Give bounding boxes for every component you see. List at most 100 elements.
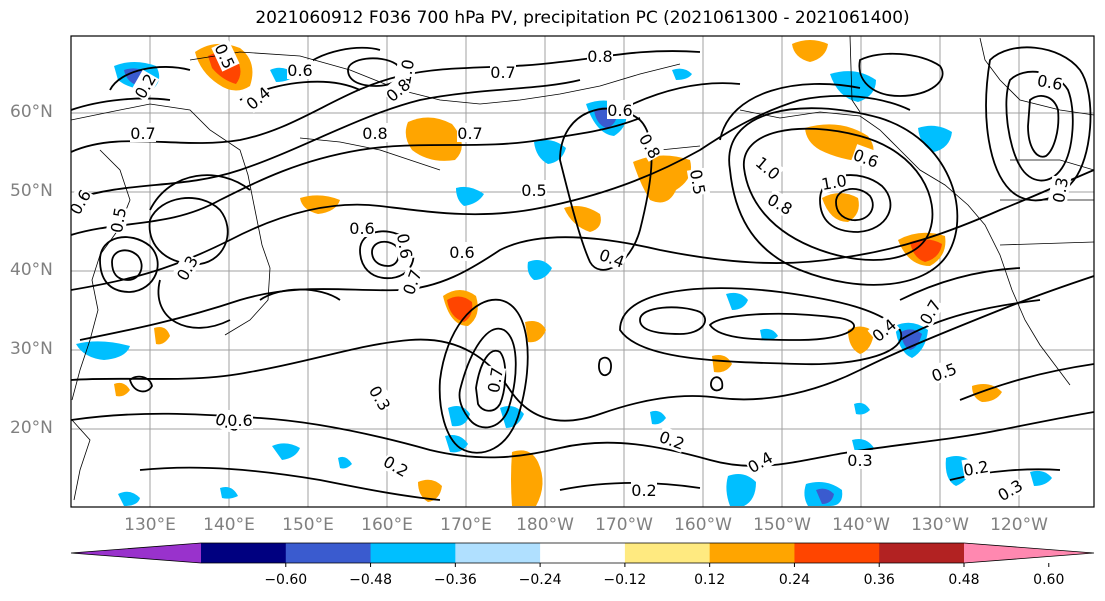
longitude-label: 170°E <box>440 515 492 535</box>
colorbar-tick-label: 0.36 <box>863 572 895 588</box>
longitude-label: 120°W <box>990 515 1048 535</box>
contour-label-background <box>349 218 375 237</box>
contour-label-background <box>449 242 475 261</box>
colorbar-segment <box>709 543 795 563</box>
contour-label-background <box>105 205 130 235</box>
contour-label-background <box>64 185 95 218</box>
latitude-label: 40°N <box>10 260 53 280</box>
colorbar-tick-label: 0.12 <box>694 572 726 588</box>
contour-label: 0.8 <box>362 124 387 143</box>
pv-contours <box>71 46 1094 501</box>
contour-label-background <box>365 381 396 414</box>
contour-label-background <box>631 480 657 499</box>
longitude-label: 130°W <box>911 515 969 535</box>
contour-label: 0.6 <box>1036 71 1064 94</box>
coastlines <box>71 36 1094 501</box>
longitude-label: 160°E <box>361 515 413 535</box>
colorbar-extend-low <box>71 543 201 563</box>
contour-label: 0.8 <box>587 47 612 66</box>
contour-label-background <box>635 129 666 162</box>
colorbar-segment <box>794 543 880 563</box>
contour-label-background <box>482 365 507 395</box>
contour-label-background <box>596 244 628 271</box>
contour-label-background <box>847 450 873 469</box>
contour-label-background <box>227 410 253 429</box>
contour-label-background <box>362 123 388 142</box>
contour-label-background <box>867 313 900 346</box>
contour-label: 0.6 <box>607 101 632 120</box>
longitude-label: 130°E <box>124 515 176 535</box>
contour-label-background <box>656 426 688 453</box>
colorbar-tick-label: −0.24 <box>518 572 562 588</box>
contour-label-background <box>819 169 849 194</box>
contour-label-background <box>380 450 413 481</box>
contour-label-background <box>457 123 483 142</box>
contour-label-background <box>130 123 156 142</box>
contour-label-background <box>850 144 882 171</box>
contour-label-background <box>686 167 711 197</box>
contour-label-background <box>211 39 240 72</box>
contour-label: 0.6 <box>287 61 312 80</box>
colorbar-tick-label: 0.48 <box>948 572 980 588</box>
colorbar-extend-high <box>964 543 1094 563</box>
colorbar-segment <box>879 543 965 563</box>
contour-label: 0.5 <box>686 168 709 196</box>
longitude-label: 140°E <box>203 515 255 535</box>
colorbar-tick-label: −0.12 <box>603 572 647 588</box>
colorbar-tick-label: 0.60 <box>1033 572 1065 588</box>
colorbar-segment <box>285 543 372 563</box>
contour-label: 0.6 <box>227 411 252 430</box>
contour-label: 0.2 <box>962 457 990 480</box>
contour-label: 0.5 <box>107 206 130 234</box>
contour-labels: 0.50.41.0 0.70.60.60.20.7 0.8 0.7 0.80.60.5 0… <box>64 39 1072 505</box>
colorbar-tick-label: −0.36 <box>433 572 477 588</box>
map-title: 2021060912 F036 700 hPa PV, precipitatio… <box>255 8 910 28</box>
graticule <box>71 36 1094 507</box>
colorbar-segment <box>455 543 541 563</box>
longitude-label: 160°W <box>674 515 732 535</box>
contour-label-background <box>752 151 785 184</box>
contour-label-background <box>1047 175 1072 205</box>
colorbar-segment <box>540 543 626 563</box>
colorbar-segment <box>201 543 287 563</box>
contour-label: 0.7 <box>490 63 515 82</box>
contour-label-background <box>490 62 516 81</box>
colorbar <box>70 542 1095 567</box>
contour-label-background <box>129 69 160 102</box>
colorbar-segment <box>370 543 456 563</box>
contour-label-background <box>993 474 1026 505</box>
colorbar-tick-label: −0.60 <box>264 572 308 588</box>
contour-label: 0.7 <box>130 124 155 143</box>
contour-label-background <box>961 455 991 480</box>
contour-label: 0.7 <box>457 124 482 143</box>
colorbar-outline <box>70 542 1095 564</box>
contour-label-background <box>587 46 613 65</box>
latitude-label: 30°N <box>10 339 53 359</box>
longitude-label: 150°E <box>282 515 334 535</box>
contour-label-background <box>914 295 945 328</box>
contour-label-background <box>928 358 960 385</box>
contour-label-background <box>393 231 418 261</box>
contour-label: 0.2 <box>631 481 656 500</box>
longitude-label: 180°W <box>516 515 574 535</box>
contour-label-background <box>607 100 633 119</box>
contour-label-background <box>764 188 797 219</box>
contour-label-background <box>287 60 313 79</box>
latitude-label: 20°N <box>10 418 53 438</box>
contour-label: 0.6 <box>449 243 474 262</box>
contour-label: 0.6 <box>349 219 374 238</box>
contour-label: 0.3 <box>847 451 872 470</box>
colorbar-segment <box>624 543 711 563</box>
contour-label: 0.7 <box>484 366 507 394</box>
colorbar-tick-label: −0.48 <box>349 572 392 588</box>
contour-label: 0.5 <box>521 181 546 200</box>
longitude-label: 150°W <box>753 515 811 535</box>
colorbar-tick-label: 0.24 <box>778 572 811 588</box>
longitude-label: 140°W <box>832 515 890 535</box>
contour-label: 1.0 <box>820 171 848 194</box>
contour-label-background <box>521 180 547 199</box>
contour-label-background <box>241 81 274 114</box>
contour-label-background <box>171 251 202 284</box>
contour-label-background <box>398 266 425 298</box>
